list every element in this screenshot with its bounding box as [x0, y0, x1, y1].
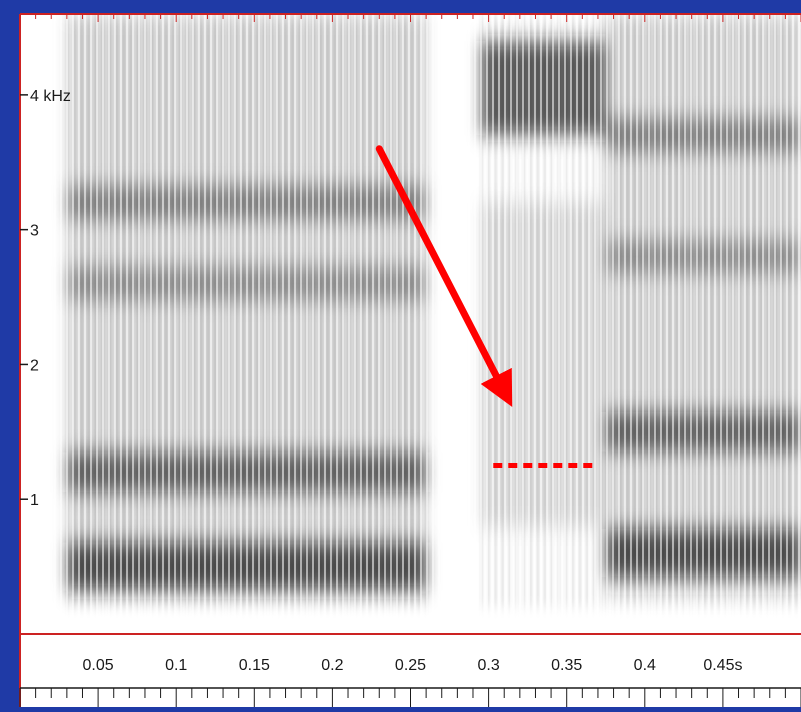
- y-tick-label: 2: [30, 357, 39, 374]
- x-tick-label: 0.25: [395, 657, 426, 674]
- x-tick-label: 0.3: [477, 657, 499, 674]
- x-tick-label: 0.05: [83, 657, 114, 674]
- striation-overlay: [20, 14, 801, 634]
- x-tick-label: 0.1: [165, 657, 187, 674]
- ruler-ticks: [19, 688, 801, 707]
- x-tick-label: 0.15: [239, 657, 270, 674]
- x-tick-label: 0.45s: [703, 657, 742, 674]
- y-tick-label: 3: [30, 223, 39, 240]
- annotations: [375, 145, 598, 469]
- x-tick-label: 0.35: [551, 657, 582, 674]
- y-ticks: 1 2 3 4 kHz: [20, 88, 71, 509]
- y-tick-label: 1: [30, 492, 39, 509]
- x-tick-label: 0.2: [321, 657, 343, 674]
- top-ticks: [19, 14, 801, 22]
- x-ticks: 0.05 0.1 0.15 0.2 0.25 0.3 0.35 0.4 0.45s: [83, 657, 743, 674]
- x-tick-label: 0.4: [634, 657, 656, 674]
- red-arrow-annotation: [375, 145, 513, 407]
- spectrogram-energy: [20, 14, 801, 634]
- y-tick-label: 4 kHz: [30, 88, 71, 105]
